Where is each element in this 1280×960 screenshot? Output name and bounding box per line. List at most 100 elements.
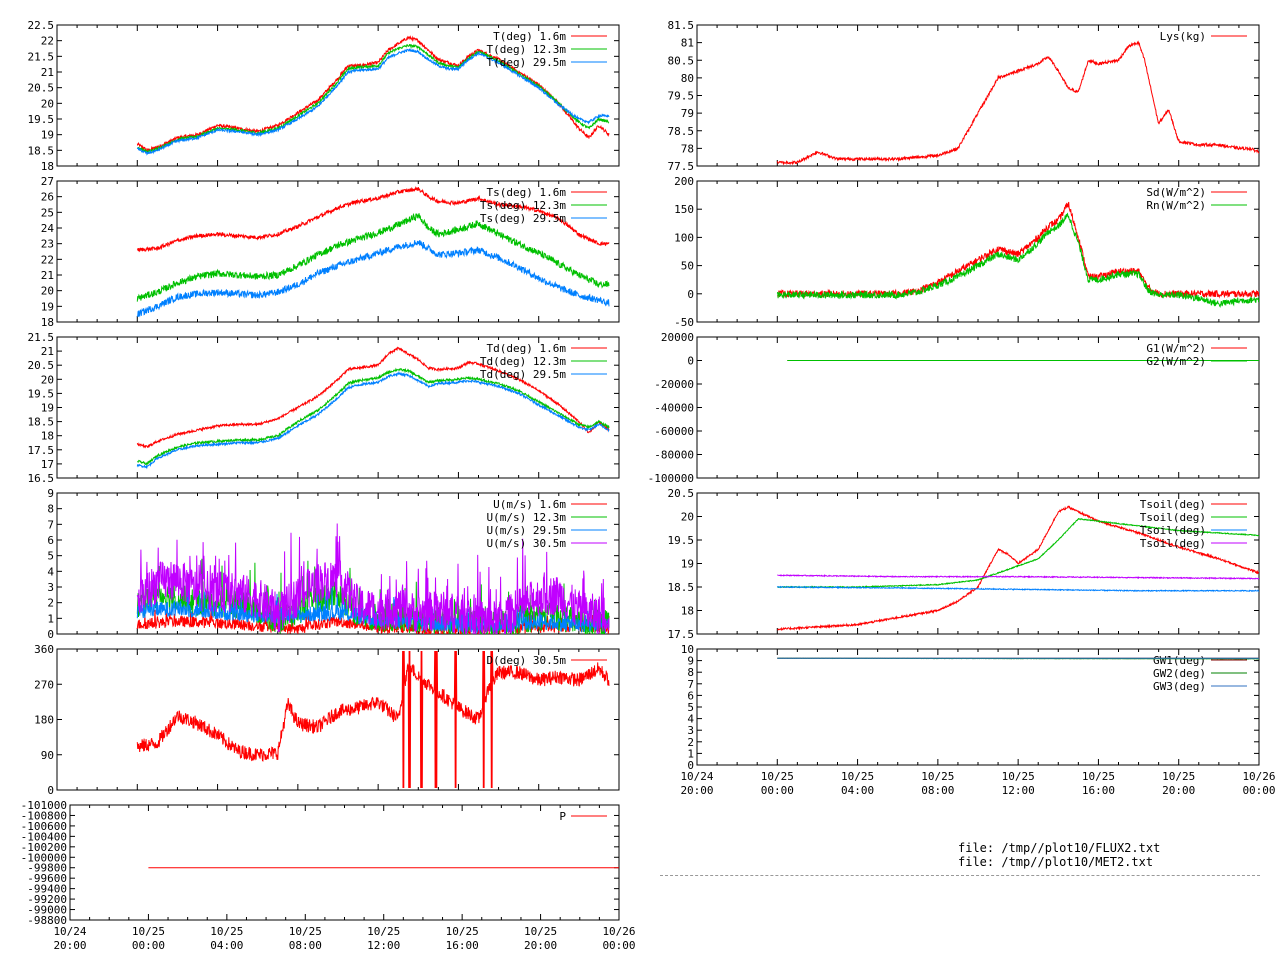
- x-tick-label-day: 10/25: [1162, 770, 1195, 783]
- y-tick-label: 18: [41, 316, 54, 329]
- legend-label: Td(deg) 29.5m: [480, 368, 566, 381]
- legend-label: Sd(W/m^2): [1146, 186, 1206, 199]
- y-tick-label: 20: [41, 373, 54, 386]
- legend-label: GW3(deg): [1153, 680, 1206, 693]
- x-tick-label-day: 10/25: [761, 770, 794, 783]
- y-tick-label: -100000: [21, 851, 67, 864]
- separator-dashed-line: [660, 875, 1260, 876]
- legend-label: G2(W/m^2): [1146, 355, 1206, 368]
- y-tick-label: 21: [41, 66, 54, 79]
- x-tick-label-day: 10/26: [1242, 770, 1275, 783]
- series-line-tsoil-2: [776, 585, 1259, 593]
- x-tick-label-day: 10/25: [1082, 770, 1115, 783]
- x-tick-label-time: 00:00: [132, 939, 165, 952]
- chart-dir: 0 90 180 270 360 D(deg) 30.5m: [34, 643, 620, 797]
- y-tick-label: -98800: [27, 914, 67, 927]
- series-line-tsoil-3: [777, 573, 1259, 580]
- chart-gw: 01234567891010/2420:0010/2500:0010/2504:…: [680, 643, 1275, 797]
- y-tick-label: -100000: [648, 472, 694, 485]
- y-tick-label: 90: [41, 749, 54, 762]
- x-tick-label-day: 10/25: [921, 770, 954, 783]
- y-tick-label: 3: [687, 724, 694, 737]
- y-tick-label: 20: [41, 285, 54, 298]
- legend-label: Tsoil(deg): [1140, 524, 1206, 537]
- chart-ground: -100000 -80000 -60000 -40000 -20000 0 20000 G1(…: [648, 331, 1260, 485]
- y-tick-label: 27: [41, 175, 54, 188]
- y-tick-label: 20: [41, 97, 54, 110]
- y-tick-label: 19.5: [28, 387, 55, 400]
- x-tick-label-time: 20:00: [524, 939, 557, 952]
- plot-frame: [696, 24, 1260, 167]
- legend-label: P: [559, 810, 566, 823]
- y-tick-label: 17.5: [28, 444, 55, 457]
- legend-label: Ts(deg) 29.5m: [480, 212, 566, 225]
- x-tick-label-time: 08:00: [921, 784, 954, 797]
- y-tick-label: -100800: [21, 809, 67, 822]
- y-tick-label: 6: [687, 689, 694, 702]
- y-tick-label: 20000: [661, 331, 694, 344]
- y-tick-label: 81.5: [668, 19, 695, 32]
- chart-tsoil: 17.51818.51919.52020.5Tsoil(deg)Tsoil(de…: [668, 487, 1260, 641]
- y-tick-label: 21.5: [28, 50, 55, 63]
- series-line-ts-2: [136, 240, 610, 318]
- legend-label: U(m/s) 30.5m: [487, 537, 567, 550]
- x-tick-label-day: 10/24: [53, 925, 86, 938]
- y-tick-label: 7: [47, 518, 54, 531]
- y-tick-label: 0: [687, 288, 694, 301]
- y-tick-label: 19: [41, 129, 54, 142]
- y-tick-label: 24: [41, 222, 55, 235]
- y-tick-label: 22: [41, 253, 54, 266]
- x-tick-label-day: 10/25: [841, 770, 874, 783]
- series-line-rad-0: [776, 201, 1259, 299]
- series-line-td-1: [137, 367, 610, 467]
- y-tick-label: 4: [687, 713, 694, 726]
- y-tick-label: 26: [41, 191, 54, 204]
- y-tick-label: 19: [41, 402, 54, 415]
- y-tick-label: 80.5: [668, 54, 695, 67]
- y-tick-label: 6: [47, 534, 54, 547]
- y-tick-label: 18: [681, 605, 694, 618]
- legend-label: Tsoil(deg): [1140, 537, 1206, 550]
- file-note-met: file: /tmp//plot10/MET2.txt: [958, 855, 1154, 869]
- series-line-ts-0: [136, 186, 610, 253]
- y-tick-label: 20.5: [28, 359, 55, 372]
- y-tick-label: 21.5: [28, 331, 55, 344]
- y-tick-label: -99800: [27, 862, 67, 875]
- chart-temp: 18 18.5 19 19.5 20 20.5 21 21.5 22 22.5 T(deg) 1.6…: [28, 19, 620, 173]
- y-tick-label: 77.5: [668, 160, 695, 173]
- y-tick-label: 9: [687, 655, 694, 668]
- y-tick-label: 81: [681, 37, 694, 50]
- x-tick-label-time: 12:00: [367, 939, 400, 952]
- y-tick-label: -100200: [21, 841, 67, 854]
- y-tick-label: 200: [674, 175, 694, 188]
- y-tick-label: 19: [41, 300, 54, 313]
- y-tick-label: 10: [681, 643, 694, 656]
- legend-label: Ts(deg) 1.6m: [487, 186, 567, 199]
- series-line-wind-3: [136, 523, 610, 634]
- y-tick-label: 18: [41, 430, 54, 443]
- y-tick-label: -60000: [654, 425, 694, 438]
- y-tick-label: 18.5: [28, 416, 55, 429]
- y-tick-label: 21: [41, 345, 54, 358]
- x-tick-label-day: 10/24: [680, 770, 713, 783]
- y-tick-label: 50: [681, 260, 694, 273]
- y-tick-label: 18.5: [668, 581, 695, 594]
- y-tick-label: 2: [47, 597, 54, 610]
- y-tick-label: 9: [47, 487, 54, 500]
- y-tick-label: 20.5: [28, 82, 55, 95]
- legend-label: D(deg) 30.5m: [487, 654, 567, 667]
- y-tick-label: 19.5: [28, 113, 55, 126]
- legend-label: U(m/s) 29.5m: [487, 524, 567, 537]
- y-tick-label: -99400: [27, 883, 67, 896]
- legend-label: G1(W/m^2): [1146, 342, 1206, 355]
- legend-label: GW1(deg): [1153, 654, 1206, 667]
- chart-lys: 77.5 78 78.5 79 79.5 80 80.5 81 81.5 Lys(kg): [668, 19, 1260, 173]
- y-tick-label: 22: [41, 35, 54, 48]
- y-tick-label: 18.5: [28, 144, 55, 157]
- y-tick-label: 150: [674, 203, 694, 216]
- x-tick-label-day: 10/26: [602, 925, 635, 938]
- y-tick-label: 8: [687, 666, 694, 679]
- y-tick-label: 80: [681, 72, 694, 85]
